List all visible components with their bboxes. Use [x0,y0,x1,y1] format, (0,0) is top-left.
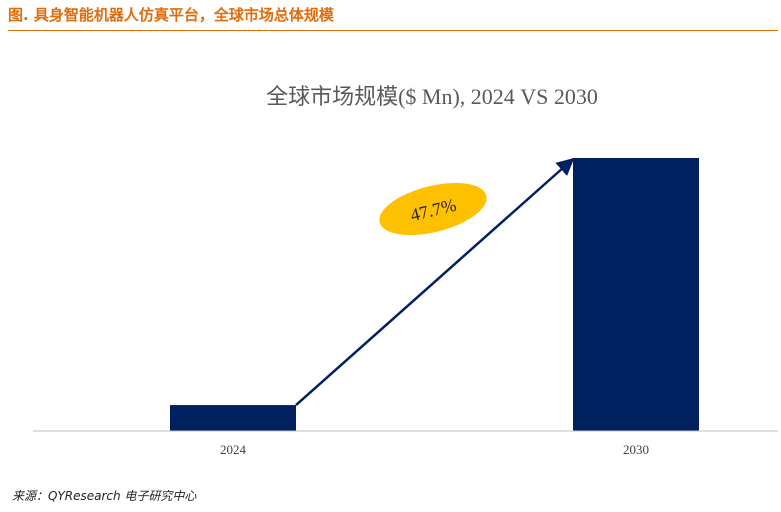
market-size-chart: 全球市场规模($ Mn), 2024 VS 2030 2024 2030 47.7… [33,84,778,457]
growth-rate-badge [379,183,487,235]
bar-2030 [573,158,699,431]
x-tick-label-2030: 2030 [623,442,649,457]
source-note: 来源：QYResearch 电子研究中心 [12,489,197,503]
growth-rate-callout: 47.7% [379,183,487,235]
title-divider [8,30,778,31]
bar-2024 [170,405,296,431]
growth-arrow [295,157,575,406]
x-tick-label-2024: 2024 [220,442,247,457]
chart-title: 全球市场规模($ Mn), 2024 VS 2030 [266,84,598,109]
figure-title: 图. 具身智能机器人仿真平台，全球市场总体规模 [8,6,334,24]
